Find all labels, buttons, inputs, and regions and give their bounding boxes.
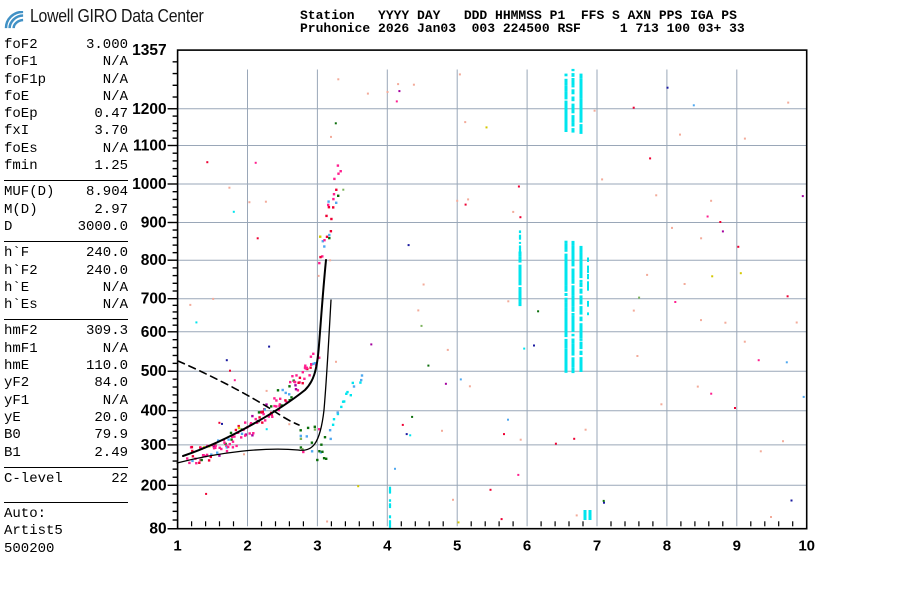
svg-text:10: 10: [798, 538, 815, 555]
svg-text:8: 8: [663, 538, 671, 555]
svg-text:500: 500: [141, 363, 167, 380]
svg-text:1200: 1200: [132, 101, 166, 118]
svg-text:1100: 1100: [133, 138, 167, 155]
svg-text:80: 80: [149, 521, 166, 538]
svg-text:900: 900: [141, 215, 167, 232]
svg-text:1000: 1000: [132, 176, 166, 193]
svg-text:800: 800: [141, 252, 167, 269]
svg-text:4: 4: [383, 538, 392, 555]
svg-text:1: 1: [173, 538, 181, 555]
svg-text:400: 400: [141, 403, 167, 420]
svg-text:7: 7: [593, 538, 601, 555]
svg-text:2: 2: [243, 538, 251, 555]
svg-text:9: 9: [733, 538, 741, 555]
svg-text:700: 700: [141, 291, 167, 308]
svg-text:200: 200: [141, 477, 167, 494]
svg-text:5: 5: [453, 538, 461, 555]
svg-text:1357: 1357: [132, 42, 166, 59]
svg-text:300: 300: [141, 437, 167, 454]
svg-text:6: 6: [523, 538, 531, 555]
svg-text:3: 3: [313, 538, 321, 555]
svg-text:600: 600: [141, 324, 167, 341]
